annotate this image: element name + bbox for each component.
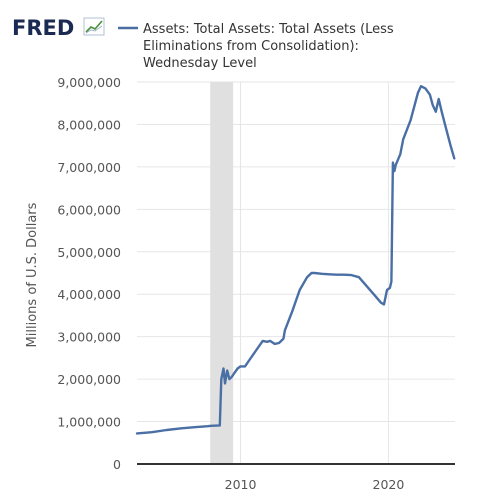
fred-chart-logo-icon	[83, 17, 105, 36]
grid-layer	[137, 81, 455, 464]
fred-logo-text: FRED	[12, 16, 74, 40]
y-tick-label: 8,000,000	[57, 117, 121, 132]
x-tick-label: 2010	[225, 477, 257, 492]
x-tick-label: 2020	[373, 477, 405, 492]
axis-layer: 0 1,000,000 2,000,000 3,000,000 4,000,000 5,0…	[57, 75, 455, 492]
y-tick-label: 2,000,000	[57, 372, 121, 387]
y-tick-label: 7,000,000	[57, 160, 121, 175]
legend: Assets: Total Assets: Total Assets (Less…	[118, 22, 394, 71]
series-layer	[135, 84, 456, 435]
y-tick-label: 9,000,000	[57, 75, 121, 90]
y-tick-label: 0	[113, 457, 121, 472]
legend-text-line-3: Wednesday Level	[143, 56, 257, 71]
legend-text-line-2: Eliminations from Consolidation):	[143, 39, 359, 54]
y-axis-label: Millions of U.S. Dollars	[25, 202, 40, 347]
series-line	[135, 84, 456, 435]
y-tick-label: 6,000,000	[57, 202, 121, 217]
y-tick-label: 5,000,000	[57, 245, 121, 260]
y-tick-label: 3,000,000	[57, 330, 121, 345]
y-tick-label: 1,000,000	[57, 415, 121, 430]
recession-band	[210, 82, 234, 464]
fred-logo[interactable]: FRED	[12, 16, 105, 40]
legend-text-line-1: Assets: Total Assets: Total Assets (Less	[143, 22, 394, 37]
recession-layer	[210, 82, 234, 464]
y-tick-label: 4,000,000	[57, 287, 121, 302]
plot-background	[137, 82, 455, 464]
